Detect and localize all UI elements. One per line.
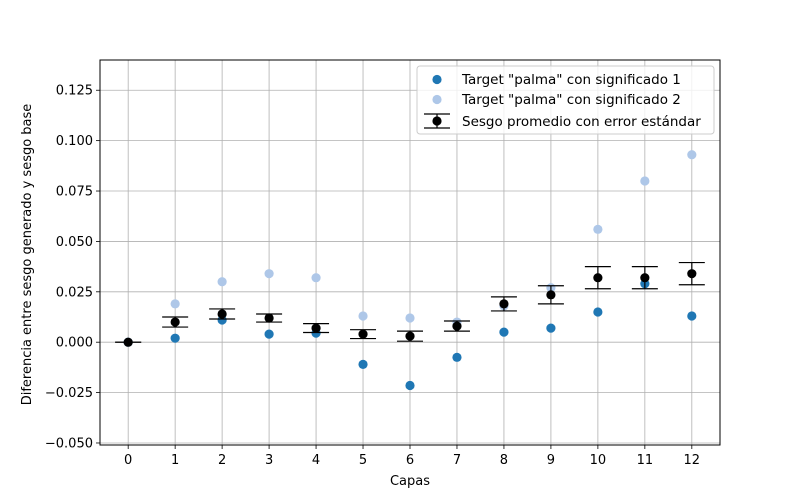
legend-label-series-1: Target "palma" con significado 1 [461, 72, 681, 88]
mean-point [217, 309, 227, 319]
data-point [452, 352, 462, 362]
x-tick-label: 2 [218, 453, 226, 468]
x-tick-label: 3 [265, 453, 273, 468]
x-tick-label: 1 [171, 453, 179, 468]
mean-point [640, 273, 650, 283]
data-point [687, 150, 697, 160]
data-point [499, 327, 509, 337]
x-axis-ticks: 0 1 2 3 4 5 6 7 8 9 10 11 12 [124, 445, 700, 468]
y-tick-label: 0.125 [56, 84, 93, 99]
legend-errorbar-point [432, 116, 442, 126]
data-point [640, 176, 650, 186]
y-tick-label: −0.025 [45, 386, 93, 401]
x-tick-label: 4 [312, 453, 320, 468]
x-tick-label: 0 [124, 453, 132, 468]
mean-point [358, 329, 368, 339]
y-tick-label: 0.050 [56, 235, 93, 250]
mean-point [264, 313, 274, 323]
data-point [170, 299, 180, 309]
y-axis-ticks: −0.050 −0.025 0.000 0.025 0.050 0.075 0.100 0.1… [45, 84, 100, 451]
x-tick-label: 9 [547, 453, 555, 468]
mean-point [593, 273, 603, 283]
x-tick-label: 7 [453, 453, 461, 468]
data-point [264, 329, 274, 339]
data-point [546, 323, 556, 333]
mean-point [546, 290, 556, 300]
mean-point [170, 317, 180, 327]
data-point [405, 313, 415, 323]
mean-point [311, 323, 321, 333]
x-tick-label: 5 [359, 453, 367, 468]
series-layer [115, 150, 705, 391]
data-point [170, 333, 180, 343]
y-tick-label: 0.100 [56, 134, 93, 149]
data-point [593, 307, 603, 317]
mean-point [405, 331, 415, 341]
legend-marker-series-2 [432, 94, 442, 105]
legend-label-errorbar: Sesgo promedio con error estándar [462, 114, 701, 130]
x-tick-label: 6 [406, 453, 414, 468]
x-tick-label: 11 [637, 453, 654, 468]
y-tick-label: 0.000 [56, 336, 93, 351]
data-point [264, 269, 274, 279]
data-point [358, 359, 368, 369]
mean-point [452, 321, 462, 331]
data-point [358, 311, 368, 321]
legend-box [416, 65, 715, 135]
data-point [311, 273, 321, 283]
data-point [593, 224, 603, 234]
x-tick-label: 10 [590, 453, 607, 468]
data-point [217, 277, 227, 287]
y-axis-label: Diferencia entre sesgo generado y sesgo … [20, 104, 35, 406]
legend: Target "palma" con significado 1 Target … [416, 65, 715, 135]
x-tick-label: 8 [500, 453, 508, 468]
x-axis-label: Capas [390, 474, 430, 489]
y-tick-label: −0.050 [45, 436, 93, 451]
series-3 [115, 261, 705, 347]
y-tick-label: 0.075 [56, 185, 93, 200]
y-tick-label: 0.025 [56, 285, 93, 300]
mean-point [687, 269, 697, 279]
data-point [687, 311, 697, 321]
legend-marker-errorbar [424, 113, 450, 129]
x-tick-label: 12 [684, 453, 701, 468]
mean-point [123, 337, 133, 347]
mean-point [499, 299, 509, 309]
data-point [405, 380, 415, 391]
legend-marker-series-1 [432, 74, 442, 85]
legend-label-series-2: Target "palma" con significado 2 [461, 92, 681, 108]
